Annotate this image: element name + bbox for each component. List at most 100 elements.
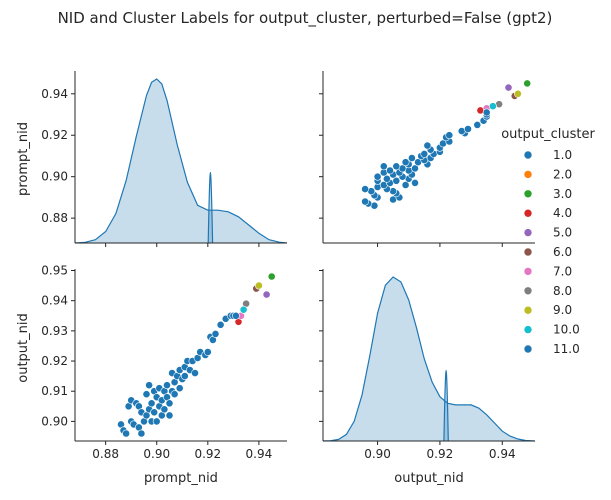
legend-marker	[523, 247, 533, 257]
scatter-point	[170, 390, 179, 399]
scatter-point	[216, 320, 225, 329]
scatter-point	[411, 178, 419, 187]
scatter-point	[142, 390, 151, 399]
scatter-point	[420, 149, 429, 158]
legend-label: 10.0	[553, 323, 580, 337]
legend-label: 7.0	[553, 264, 572, 278]
y-tick-label: 0.93	[41, 324, 68, 338]
y-axis-label-prompt-nid: prompt_nid	[16, 122, 31, 196]
x-tick-label: 0.90	[364, 447, 391, 461]
legend-label: 11.0	[553, 342, 580, 356]
panel-output-nid-kde	[322, 276, 536, 442]
scatter-point	[191, 369, 199, 377]
output-nid-spike-line	[443, 369, 449, 442]
scatter-point	[180, 372, 189, 380]
x-tick-label: 0.90	[143, 447, 170, 461]
legend-marker	[523, 189, 533, 199]
scatter-point	[392, 162, 401, 171]
scatter-point	[373, 172, 382, 181]
scatter-point	[504, 83, 513, 92]
y-tick-label: 0.92	[41, 128, 68, 142]
panel-output-vs-prompt-scatter	[117, 272, 276, 438]
scatter-point	[203, 348, 212, 356]
scatter-point	[401, 181, 410, 189]
y-tick-label: 0.94	[41, 294, 68, 308]
y-axis-label-output-nid: output_nid	[16, 313, 31, 382]
legend-marker	[523, 286, 533, 296]
legend-marker	[523, 344, 533, 354]
scatter-point	[254, 281, 263, 290]
output-nid-spike-fill	[443, 370, 449, 441]
scatter-point	[523, 79, 532, 88]
scatter-point	[160, 405, 169, 414]
legend-title: output_cluster	[501, 127, 595, 142]
x-tick-label: 0.94	[246, 447, 273, 461]
scatter-point	[165, 399, 174, 408]
y-tick-label: 0.94	[41, 87, 68, 101]
panel-prompt-vs-output-scatter	[361, 79, 532, 210]
scatter-point	[473, 121, 482, 129]
prompt-nid-kde-fill	[75, 79, 287, 243]
scatter-point	[361, 185, 369, 193]
x-tick-label: 0.92	[194, 447, 221, 461]
legend-marker	[523, 325, 533, 334]
scatter-point	[401, 158, 410, 167]
legend-label: 8.0	[553, 284, 572, 298]
scatter-point	[122, 429, 130, 438]
scatter-point	[175, 384, 184, 393]
scatter-point	[267, 272, 276, 281]
prompt-nid-spike-line	[207, 171, 214, 244]
prompt-nid-kde-line	[74, 78, 288, 244]
legend-marker	[523, 150, 533, 160]
scatter-point	[382, 174, 391, 183]
scatter-point	[137, 429, 146, 438]
prompt-nid-spike-fill	[208, 172, 213, 243]
legend-label: 1.0	[553, 148, 572, 162]
scatter-point	[386, 166, 394, 175]
legend-label: 2.0	[553, 167, 572, 181]
legend-marker	[523, 170, 533, 179]
legend-marker	[523, 305, 533, 315]
scatter-point	[361, 197, 369, 206]
scatter-point	[464, 125, 472, 133]
legend-marker	[523, 267, 533, 276]
x-tick-label: 0.92	[427, 447, 454, 461]
legend-marker	[523, 228, 533, 237]
scatter-point	[239, 305, 248, 314]
scatter-point	[514, 89, 522, 98]
legend: output_cluster 1.0 2.0 3.0 4.0 5.0 6.0 7.0 8.0 9…	[501, 127, 595, 356]
y-tick-label: 0.90	[41, 170, 68, 184]
scatter-point	[165, 411, 174, 420]
panel-prompt-nid-kde	[74, 78, 288, 244]
x-tick-label: 0.88	[92, 447, 119, 461]
scatter-point	[423, 141, 432, 150]
output-nid-kde-fill	[323, 277, 535, 441]
scatter-point	[152, 417, 161, 426]
scatter-point	[147, 399, 156, 408]
legend-label: 3.0	[553, 187, 572, 201]
legend-label: 6.0	[553, 245, 572, 259]
chart-title: NID and Cluster Labels for output_cluste…	[58, 9, 553, 28]
scatter-point	[392, 176, 401, 185]
scatter-point	[145, 381, 153, 390]
y-tick-label: 0.92	[41, 354, 68, 368]
y-tick-label: 0.88	[41, 211, 68, 225]
legend-label: 4.0	[553, 206, 572, 220]
y-tick-label: 0.90	[41, 414, 68, 428]
legend-marker	[523, 208, 533, 218]
scatter-point	[482, 108, 491, 117]
scatter-point	[211, 329, 220, 338]
scatter-point	[163, 381, 171, 390]
scatter-point	[262, 290, 271, 299]
scatter-point	[379, 162, 388, 171]
scatter-point	[411, 164, 419, 173]
output-nid-kde-line	[322, 276, 536, 442]
x-tick-label: 0.94	[489, 447, 516, 461]
scatter-point	[445, 131, 454, 140]
legend-label: 5.0	[553, 226, 572, 240]
y-tick-label: 0.95	[41, 264, 68, 278]
y-tick-label: 0.91	[41, 384, 68, 398]
scatter-point	[231, 311, 240, 320]
scatter-point	[150, 408, 159, 417]
